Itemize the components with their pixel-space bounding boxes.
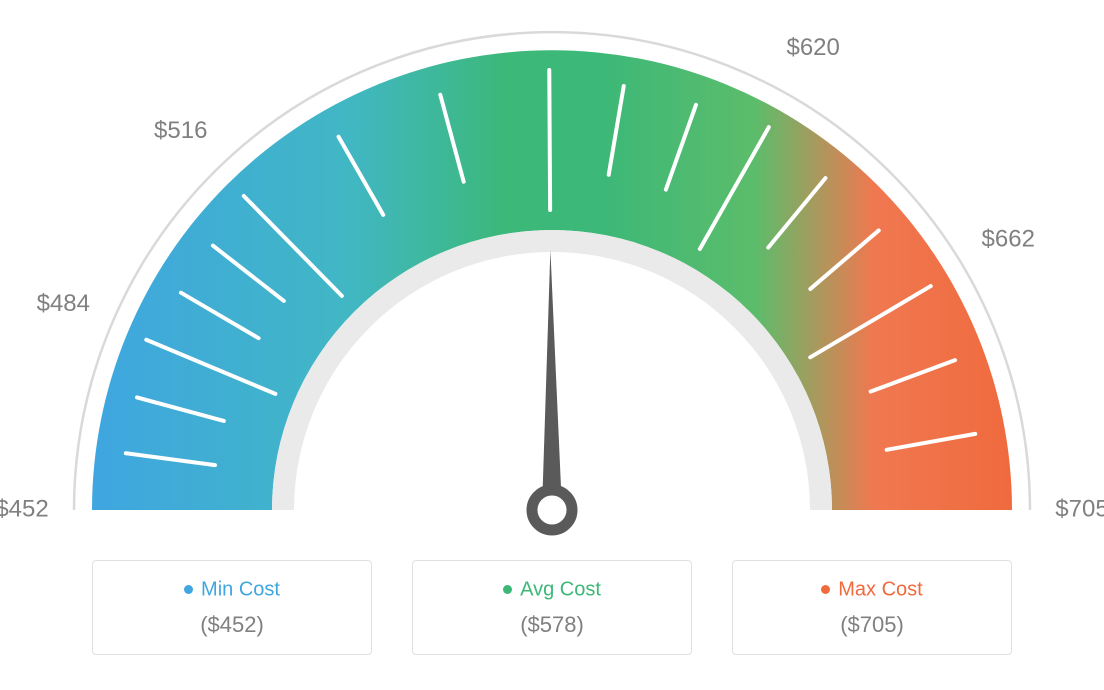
legend-row: Min Cost ($452) Avg Cost ($578) Max Cost…: [0, 560, 1104, 655]
gauge-tick-label: $662: [982, 226, 1035, 253]
dot-max-icon: [821, 585, 830, 594]
legend-card-avg: Avg Cost ($578): [412, 560, 692, 655]
legend-label-min: Min Cost: [201, 579, 280, 601]
gauge-tick-label: $484: [37, 290, 90, 317]
legend-title-max: Max Cost: [733, 579, 1011, 600]
legend-card-min: Min Cost ($452): [92, 560, 372, 655]
legend-label-avg: Avg Cost: [520, 579, 601, 601]
dot-avg-icon: [503, 585, 512, 594]
cost-gauge-chart: $452$484$516$578$620$662$705: [0, 0, 1104, 560]
gauge-svg: $452$484$516$578$620$662$705: [0, 0, 1104, 560]
gauge-tick-label: $452: [0, 495, 49, 522]
legend-title-min: Min Cost: [93, 579, 371, 600]
legend-value-max: ($705): [733, 612, 1011, 638]
gauge-tick-label: $705: [1055, 495, 1104, 522]
legend-title-avg: Avg Cost: [413, 579, 691, 600]
legend-label-max: Max Cost: [838, 579, 922, 601]
dot-min-icon: [184, 585, 193, 594]
gauge-needle-hub: [532, 490, 572, 530]
legend-card-max: Max Cost ($705): [732, 560, 1012, 655]
gauge-tick-label: $620: [786, 34, 839, 61]
legend-value-avg: ($578): [413, 612, 691, 638]
gauge-needle: [542, 250, 562, 510]
legend-value-min: ($452): [93, 612, 371, 638]
gauge-tick-label: $516: [154, 117, 207, 144]
